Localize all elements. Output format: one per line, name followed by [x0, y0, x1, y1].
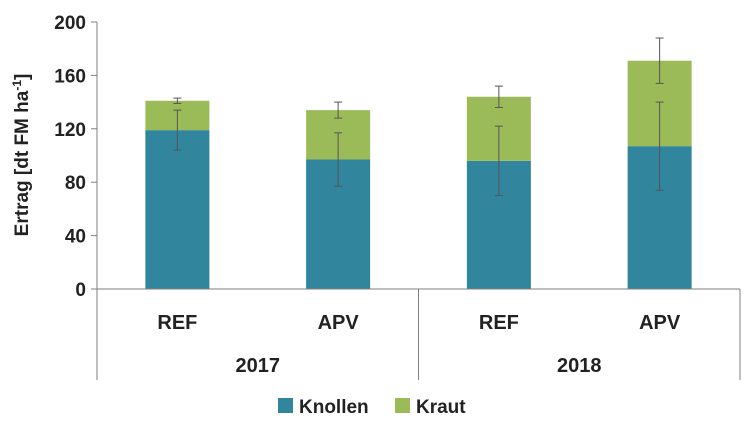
- y-axis-title-main: Ertrag [dt FM ha: [12, 90, 33, 236]
- error-bar-kraut-3: [494, 85, 503, 108]
- x-category-label: APV: [318, 312, 360, 334]
- y-axis-title-end: ]: [12, 74, 33, 80]
- bar-knollen-1: [145, 130, 210, 289]
- error-bar-knollen-3: [494, 125, 503, 197]
- y-tick-label: 160: [54, 66, 86, 87]
- y-tick-label: 40: [65, 227, 86, 248]
- y-tick-label: 120: [54, 120, 86, 141]
- x-category-label: REF: [479, 312, 519, 334]
- legend-label: Knollen: [299, 397, 369, 418]
- x-axis: REF APV 2017 REF APV 2018: [96, 288, 741, 380]
- legend-swatch: [278, 398, 293, 413]
- legend-item-knollen: Knollen: [278, 397, 369, 418]
- error-bar-knollen-1: [173, 109, 182, 151]
- y-tick-label: 200: [54, 13, 86, 34]
- y-tick-label: 80: [65, 173, 86, 194]
- legend-swatch: [395, 398, 410, 413]
- x-category-label: APV: [639, 312, 681, 334]
- legend-item-kraut: Kraut: [395, 397, 466, 418]
- y-tick-label: 0: [75, 280, 86, 301]
- y-axis-title: Ertrag [dt FM ha-1]: [10, 74, 33, 237]
- error-bar-kraut-2: [334, 101, 343, 119]
- legend: Knollen Kraut: [278, 397, 466, 418]
- error-bar-knollen-2: [334, 132, 343, 187]
- y-axis-title-superscript: -1: [10, 80, 24, 91]
- x-group-label: 2018: [557, 355, 602, 377]
- error-bar-kraut-1: [173, 97, 182, 104]
- error-bar-kraut-4: [655, 37, 664, 84]
- x-group-label: 2017: [236, 355, 281, 377]
- bars: [145, 60, 692, 289]
- x-category-label: REF: [157, 312, 197, 334]
- error-bar-knollen-4: [655, 101, 664, 191]
- y-axis: 0 40 80 120 160 200: [54, 13, 98, 301]
- legend-label: Kraut: [416, 397, 466, 418]
- error-bars: [173, 37, 664, 197]
